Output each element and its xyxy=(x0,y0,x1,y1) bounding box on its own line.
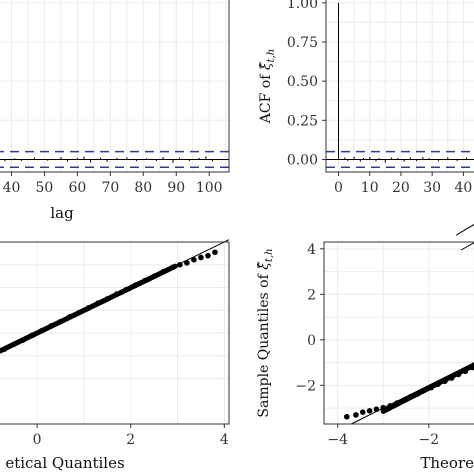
qq-right-y-tick-label: 4 xyxy=(307,242,316,258)
qq-right-point xyxy=(353,412,359,418)
qq-left-x-axis-label: etical Quantiles xyxy=(5,454,124,472)
qq-right-point xyxy=(380,404,387,411)
acf-left-x-tick-label: 90 xyxy=(167,180,185,196)
qq-left-point xyxy=(205,252,211,259)
qq-left-point xyxy=(160,268,167,275)
acf-right-x-tick-label: 30 xyxy=(423,180,441,196)
qq-left-point xyxy=(177,261,183,268)
qq-left-point xyxy=(95,300,101,306)
acf-right-x-tick-label: 40 xyxy=(454,180,472,196)
acf-right-y-tick-label: 0.75 xyxy=(287,35,318,51)
qq-right-border xyxy=(323,241,474,425)
qq-left-point xyxy=(198,254,204,261)
acf-left-x-tick-label: 60 xyxy=(68,180,86,196)
qq-right-y-tick-label: −2 xyxy=(295,378,316,394)
qq-right-point xyxy=(421,387,428,394)
acf-right-grid xyxy=(326,0,474,172)
acf-left-x-tick-label: 40 xyxy=(3,180,21,196)
qq-left-point xyxy=(123,286,129,293)
qq-left-point xyxy=(39,327,45,334)
acf-left-x-axis-label: lag xyxy=(50,204,74,222)
qq-left-point xyxy=(132,282,139,289)
acf-right-y-tick-label: 0.25 xyxy=(287,113,318,129)
qq-left-point xyxy=(151,273,157,280)
qq-left-x-tick-label: 2 xyxy=(126,432,135,448)
acf-left-x-tick-label: 100 xyxy=(196,180,223,196)
qq-right-reference-line-fragment xyxy=(460,242,474,251)
acf-right-x-tick-label: 10 xyxy=(361,180,379,196)
acf-left-background xyxy=(0,0,229,172)
qq-left-point xyxy=(141,277,148,284)
qq-left-point xyxy=(10,341,17,348)
qq-right-reference-line-upper xyxy=(455,223,474,236)
qq-right-point xyxy=(442,378,448,385)
qq-right-point xyxy=(366,408,373,414)
acf-right-background xyxy=(326,0,474,172)
qq-right-x-tick-label: −2 xyxy=(419,432,440,448)
qq-right-point xyxy=(462,368,469,375)
qq-right-x-axis-label: Theore xyxy=(420,454,474,472)
qq-left-point xyxy=(191,256,197,263)
acf-right-y-axis-label: ACF of ξ̂t,h xyxy=(258,49,277,124)
qq-left-point xyxy=(212,249,218,256)
acf-left-grid xyxy=(0,0,229,172)
qq-right-point xyxy=(359,409,366,415)
qq-right-point xyxy=(400,397,407,403)
qq-right-point xyxy=(469,364,474,371)
qq-left-point xyxy=(170,264,176,271)
qq-right-x-tick-label: −4 xyxy=(327,432,348,448)
qq-left-point xyxy=(1,346,8,352)
acf-right-x-tick-label: 0 xyxy=(334,180,343,196)
qq-left-x-tick-label: 4 xyxy=(220,432,229,448)
qq-left-point xyxy=(104,296,111,302)
qq-right-point xyxy=(373,406,380,413)
acf-right-y-tick-label: 1.00 xyxy=(287,0,318,12)
qq-left-point xyxy=(113,291,120,297)
qq-right-point xyxy=(387,403,393,409)
acf-left-x-tick-label: 50 xyxy=(36,180,54,196)
acf-right-y-tick-label: 0.00 xyxy=(287,152,318,168)
qq-right-y-tick-label: 0 xyxy=(307,333,316,349)
qq-right-grid xyxy=(324,242,474,424)
qq-left-point xyxy=(67,314,73,320)
acf-left-x-tick-label: 80 xyxy=(134,180,152,196)
qq-left-point xyxy=(20,337,26,343)
qq-left-border xyxy=(0,241,230,425)
qq-left-point xyxy=(76,309,83,316)
qq-left-point xyxy=(29,332,36,339)
acf-left-border xyxy=(0,0,230,173)
qq-right-y-tick-label: 2 xyxy=(307,287,316,303)
qq-right-point xyxy=(455,371,462,378)
qq-right-point xyxy=(448,375,455,381)
qq-right-point xyxy=(407,393,414,400)
qq-right-point xyxy=(428,384,434,391)
acf-left-x-tick-label: 70 xyxy=(101,180,119,196)
acf-right-border xyxy=(325,0,474,173)
acf-right-x-tick-label: 20 xyxy=(392,180,410,196)
qq-right-background xyxy=(324,242,474,424)
qq-right-point xyxy=(414,391,421,397)
qq-left-point xyxy=(184,260,190,266)
qq-right-point xyxy=(394,400,400,406)
qq-left-x-tick-label: 0 xyxy=(33,432,42,448)
qq-left-point xyxy=(85,304,92,311)
qq-right-point xyxy=(435,381,441,387)
qq-right-point xyxy=(343,413,350,420)
qq-left-point xyxy=(48,323,54,329)
qq-right-y-axis-label: Sample Quantiles of ξ̂t,h xyxy=(256,248,275,417)
acf-right-y-tick-label: 0.50 xyxy=(287,74,318,90)
qq-left-point xyxy=(57,318,64,325)
